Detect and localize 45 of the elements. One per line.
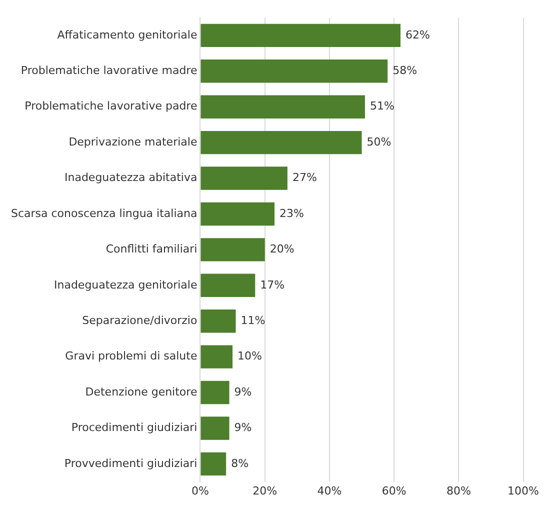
y-tick-label: Problematiche lavorative madre [20, 64, 198, 78]
x-tick-label: 80% [446, 484, 471, 498]
y-tick-label: Affaticamento genitoriale [57, 28, 198, 42]
y-tick-label: Inadeguatezza genitoriale [54, 278, 198, 292]
y-tick-label: Problematiche lavorative padre [24, 100, 198, 113]
bar [200, 24, 401, 48]
x-tick-label: 40% [317, 484, 342, 498]
data-label: 62% [406, 28, 430, 42]
x-tick-label: 100% [508, 484, 540, 498]
data-label: 8% [231, 456, 249, 470]
data-label: 27% [292, 171, 317, 184]
bar [200, 345, 233, 368]
data-label: 51% [370, 100, 394, 113]
y-tick-label: Separazione/divorzio [82, 314, 198, 327]
y-tick-label: Provvedimenti giudiziari [64, 456, 198, 470]
y-tick-label: Scarsa conoscenza lingua italiana [10, 206, 198, 220]
y-tick-label: Detenzione genitore [85, 385, 198, 398]
x-tick-label: 0% [191, 484, 209, 498]
data-label: 50% [366, 135, 392, 148]
bar [200, 202, 275, 226]
y-tick-label: Deprivazione materiale [68, 135, 198, 148]
data-label: 17% [260, 278, 285, 292]
bar [200, 60, 388, 83]
bar [200, 380, 230, 404]
x-tick-label: 20% [252, 484, 278, 498]
bar [200, 238, 265, 262]
data-label: 9% [234, 421, 252, 434]
bar [200, 310, 236, 333]
bar [200, 274, 256, 298]
data-label: 10% [238, 350, 262, 363]
x-tick-label: 60% [382, 484, 406, 498]
bar [200, 452, 226, 476]
y-tick-label: Procedimenti giudiziari [71, 421, 198, 434]
data-label: 58% [392, 64, 418, 78]
bar [200, 95, 365, 118]
bar [200, 166, 288, 190]
bar [200, 130, 362, 154]
data-label: 9% [234, 385, 252, 398]
y-tick-label: Conflitti familiari [106, 242, 198, 256]
data-label: 23% [280, 206, 304, 220]
data-label: 11% [240, 314, 266, 327]
bar [200, 416, 230, 440]
y-tick-label: Gravi problemi di salute [65, 350, 198, 363]
data-label: 20% [270, 242, 294, 256]
y-tick-label: Inadeguatezza abitativa [64, 171, 198, 184]
